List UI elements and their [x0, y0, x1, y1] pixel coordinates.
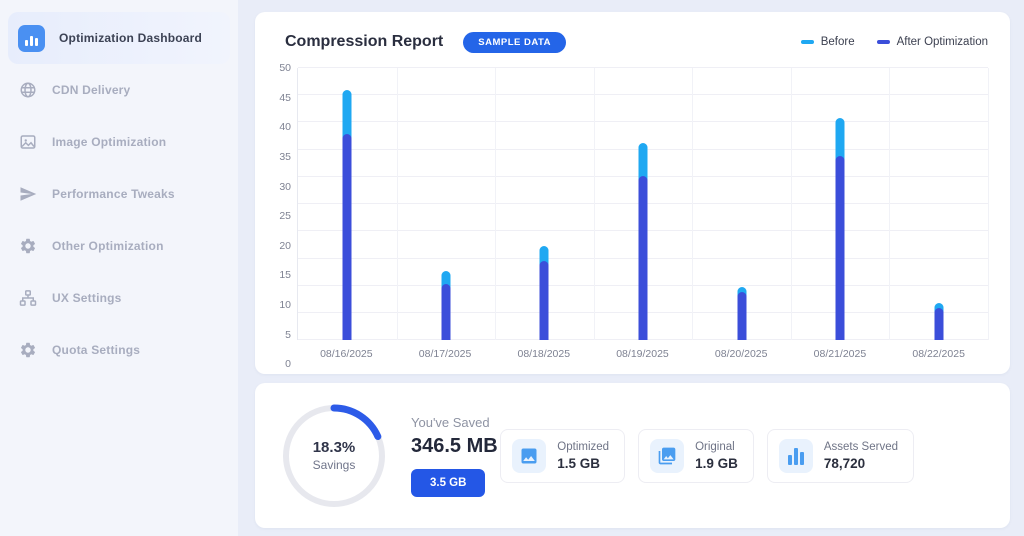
stat-label: Optimized [557, 440, 610, 453]
sitemap-icon [18, 288, 38, 308]
y-tick-label: 20 [279, 239, 291, 252]
bar-chart-icon [778, 438, 813, 473]
saved-heading: You've Saved [411, 414, 490, 430]
sidebar-item-label: Image Optimization [52, 135, 167, 149]
x-tick-label: 08/17/2025 [418, 348, 472, 361]
gridline [298, 121, 988, 123]
after-swatch-icon [876, 40, 890, 44]
bar-chart-icon [18, 24, 45, 52]
bar-after [441, 283, 451, 341]
gridline [790, 68, 792, 341]
y-axis: 0 5 10 15 20 25 30 35 40 45 50 [269, 62, 297, 370]
bar-after [342, 133, 352, 341]
savings-summary-card: 18.3% Savings You've Saved 346.5 MB 3.5 … [255, 383, 1010, 528]
stats-row: Optimized 1.5 GB Original 1.9 GB [500, 428, 914, 483]
y-tick-label: 50 [279, 62, 291, 74]
before-swatch-icon [800, 40, 814, 44]
stat-card-assets-served: Assets Served 78,720 [766, 428, 914, 483]
y-tick-label: 40 [279, 121, 291, 134]
sidebar-item-label: Quota Settings [52, 343, 141, 357]
savings-label: Savings [312, 458, 356, 473]
sidebar-item-ux-settings[interactable]: UX Settings [0, 272, 238, 324]
stat-value: 1.9 GB [695, 455, 738, 471]
legend-label: After Optimization [896, 36, 988, 48]
x-tick-label: 08/20/2025 [714, 348, 768, 361]
sidebar-item-image-optimization[interactable]: Image Optimization [0, 116, 238, 168]
main-content: Compression Report SAMPLE DATA Before Af… [238, 0, 1024, 536]
bar-after [835, 155, 845, 341]
gridline [889, 68, 891, 341]
quota-button[interactable]: 3.5 GB [411, 468, 486, 497]
y-tick-label: 45 [279, 91, 291, 104]
gridline [692, 68, 694, 341]
y-tick-label: 10 [279, 299, 291, 312]
stat-label: Assets Served [823, 440, 898, 453]
bar-after [737, 291, 747, 341]
savings-percent: 18.3% [312, 439, 356, 457]
y-tick-label: 35 [279, 150, 291, 163]
y-tick-label: 25 [279, 210, 291, 223]
sidebar-item-label: Other Optimization [52, 239, 164, 253]
bar-after [539, 261, 549, 341]
rocket-icon [18, 184, 38, 204]
image-icon [18, 132, 38, 152]
x-tick-label: 08/22/2025 [912, 348, 965, 361]
gridline [988, 68, 989, 341]
stat-label: Original [695, 440, 735, 453]
gridline [593, 68, 595, 341]
bar-after [638, 176, 648, 341]
stat-card-original: Original 1.9 GB [638, 428, 754, 483]
x-tick-label: 08/21/2025 [813, 348, 867, 361]
bar-after [934, 307, 944, 341]
sidebar-item-optimization-dashboard[interactable]: Optimization Dashboard [8, 12, 230, 64]
x-tick-label: 08/19/2025 [616, 348, 669, 361]
legend-item-after-optimization[interactable]: After Optimization [876, 36, 988, 48]
chart-legend: Before After Optimization [800, 36, 988, 48]
sidebar-item-label: Optimization Dashboard [59, 31, 203, 45]
y-tick-label: 15 [279, 269, 291, 282]
y-tick-label: 5 [285, 328, 291, 341]
donut-arc [282, 404, 386, 508]
gridline [396, 68, 398, 341]
legend-label: Before [820, 36, 855, 48]
sample-data-badge: SAMPLE DATA [463, 31, 566, 53]
x-tick-label: 08/18/2025 [517, 348, 571, 361]
compression-report-card: Compression Report SAMPLE DATA Before Af… [255, 12, 1010, 375]
sidebar-item-performance-tweaks[interactable]: Performance Tweaks [0, 168, 238, 220]
gridline [495, 68, 497, 341]
chart-header: Compression Report SAMPLE DATA Before Af… [285, 28, 988, 56]
y-tick-label: 0 [285, 358, 291, 371]
gear-icon [18, 340, 38, 360]
legend-item-before[interactable]: Before [800, 36, 855, 48]
sidebar-item-label: Performance Tweaks [52, 187, 175, 201]
sidebar-item-label: CDN Delivery [52, 83, 131, 97]
sidebar-item-label: UX Settings [52, 291, 122, 305]
savings-donut-chart: 18.3% Savings [279, 401, 389, 511]
sidebar-item-quota-settings[interactable]: Quota Settings [0, 324, 238, 376]
x-tick-label: 08/16/2025 [320, 348, 373, 361]
bar-chart: 0 5 10 15 20 25 30 35 40 45 50 08/16/2025 08/17/202… [269, 62, 989, 370]
saved-block: You've Saved 346.5 MB 3.5 GB [411, 415, 498, 497]
plot-area [297, 67, 989, 341]
x-axis-labels: 08/16/2025 08/17/2025 08/18/2025 08/19/2025… [297, 340, 988, 364]
image-icon [512, 438, 547, 473]
sidebar: Optimization Dashboard CDN Delivery Imag… [0, 0, 238, 536]
sidebar-item-cdn-delivery[interactable]: CDN Delivery [0, 64, 238, 116]
gridline [298, 94, 988, 96]
photo-stack-icon [650, 438, 685, 473]
gridline [298, 67, 988, 68]
page-title: Compression Report [285, 33, 444, 50]
stat-value: 78,720 [823, 455, 866, 471]
saved-value: 346.5 MB [411, 434, 498, 457]
gear-icon [18, 236, 38, 256]
stat-value: 1.5 GB [557, 455, 601, 471]
sidebar-item-other-optimization[interactable]: Other Optimization [0, 220, 238, 272]
stat-card-optimized: Optimized 1.5 GB [500, 428, 626, 483]
y-tick-label: 30 [279, 180, 291, 193]
globe-icon [18, 80, 38, 100]
